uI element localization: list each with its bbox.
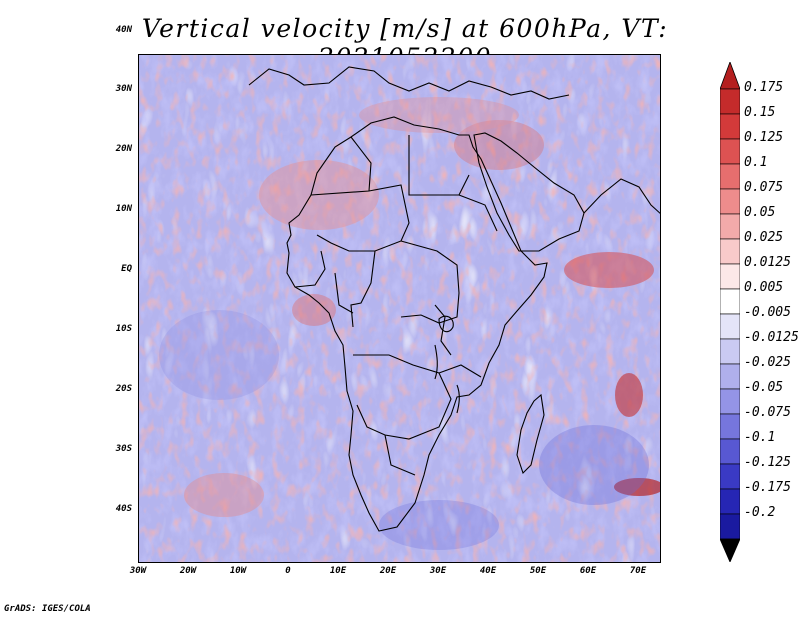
colorbar-label: 0.1 (744, 155, 768, 170)
border-8 (438, 364, 482, 378)
europe-coastline (248, 66, 570, 100)
colorbar (720, 62, 740, 562)
colorbar-label: -0.2 (744, 505, 776, 520)
border-11 (294, 250, 326, 288)
colorbar-label: -0.075 (744, 405, 791, 420)
colorbar-segment (720, 138, 740, 165)
colorbar-segment (720, 438, 740, 465)
lat-label-30n: 30N (115, 84, 132, 94)
velocity-map (139, 55, 660, 562)
lat-label-10n: 10N (115, 204, 132, 214)
border-4 (400, 240, 460, 324)
footer-credit: GrADS: IGES/COLA (4, 604, 91, 614)
lon-label-40e: 40E (479, 566, 497, 576)
lat-label-30s: 30S (115, 444, 132, 454)
colorbar-label: 0.0125 (744, 255, 791, 270)
lat-label-20n: 20N (115, 144, 132, 154)
colorbar-segment (720, 213, 740, 240)
colorbar-segment (720, 188, 740, 215)
colorbar-segment (720, 488, 740, 515)
colorbar-top-arrow (720, 62, 740, 90)
asia-coastline (583, 178, 660, 214)
lon-label-20w: 20W (179, 566, 197, 576)
colorbar-label: -0.005 (744, 305, 791, 320)
colorbar-label: 0.125 (744, 130, 784, 145)
arabian-peninsula-coastline (473, 132, 585, 252)
lon-label-20e: 20E (379, 566, 397, 576)
colorbar-label: 0.025 (744, 230, 784, 245)
lon-label-50e: 50E (529, 566, 547, 576)
colorbar-label: 0.075 (744, 180, 784, 195)
colorbar-label: -0.1 (744, 430, 776, 445)
lat-label-eq: EQ (121, 264, 132, 274)
colorbar-segment (720, 163, 740, 190)
madagascar-coastline (516, 393, 545, 475)
lake-tanganyika (434, 344, 438, 380)
colorbar-label: 0.05 (744, 205, 776, 220)
colorbar-segment (720, 88, 740, 115)
lon-label-10e: 10E (329, 566, 347, 576)
map-ascent-noise (139, 55, 660, 562)
colorbar-label: -0.025 (744, 355, 791, 370)
colorbar-segment (720, 238, 740, 265)
colorbar-segment (720, 463, 740, 490)
colorbar-label: -0.0125 (744, 330, 799, 345)
lat-label-40s: 40S (115, 504, 132, 514)
lon-label-60e: 60E (579, 566, 597, 576)
colorbar-label: 0.175 (744, 80, 784, 95)
lake-victoria (438, 315, 454, 333)
colorbar-label: 0.005 (744, 280, 784, 295)
border-12 (434, 304, 452, 356)
lon-label-30e: 30E (429, 566, 447, 576)
border-3 (350, 136, 372, 192)
lat-label-10s: 10S (115, 324, 132, 334)
border-10 (334, 272, 354, 314)
lon-label-30w: 30W (129, 566, 147, 576)
colorbar-segment (720, 413, 740, 440)
border-7 (353, 354, 452, 440)
border-9 (384, 434, 416, 476)
colorbar-segment (720, 313, 740, 340)
colorbar-label: -0.05 (744, 380, 784, 395)
africa-coastline (286, 116, 548, 532)
colorbar-label: -0.175 (744, 480, 791, 495)
colorbar-label: 0.15 (744, 105, 776, 120)
colorbar-segment (720, 363, 740, 390)
lat-label-40n: 40N (115, 25, 132, 35)
colorbar-segment (720, 513, 740, 540)
lat-label-20s: 20S (115, 384, 132, 394)
map-panel (138, 54, 661, 563)
lon-label-0: 0 (285, 566, 291, 576)
coastlines-and-borders (248, 66, 660, 532)
lake-malawi (456, 384, 460, 414)
colorbar-segment (720, 288, 740, 315)
ascent-patches (184, 97, 660, 517)
colorbar-bottom-arrow (720, 538, 740, 562)
lon-label-10w: 10W (229, 566, 247, 576)
colorbar-segment (720, 263, 740, 290)
colorbar-label: -0.125 (744, 455, 791, 470)
colorbar-segment (720, 338, 740, 365)
border-2 (408, 135, 470, 196)
descent-patches (159, 310, 649, 550)
lon-label-70e: 70E (629, 566, 647, 576)
colorbar-segment (720, 388, 740, 415)
colorbar-segment (720, 113, 740, 140)
border-5 (458, 194, 498, 232)
